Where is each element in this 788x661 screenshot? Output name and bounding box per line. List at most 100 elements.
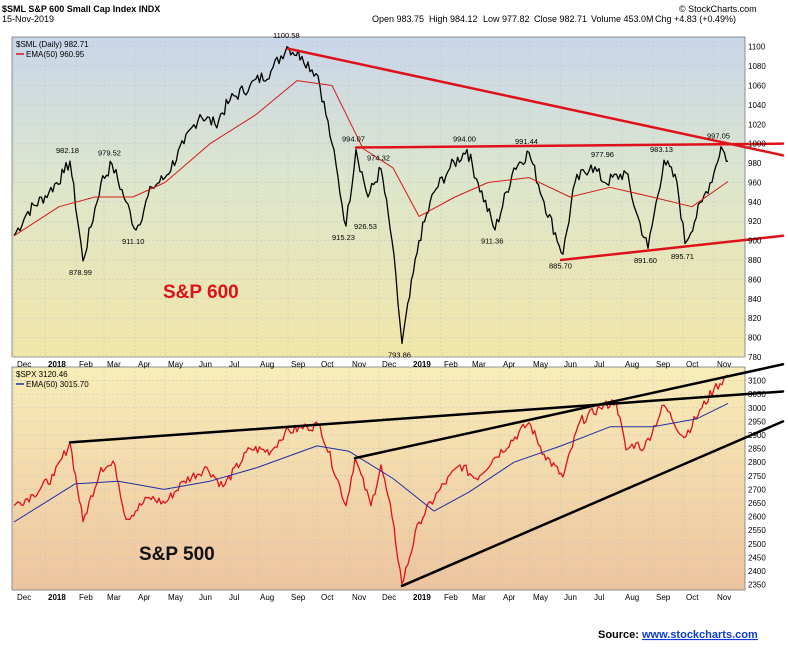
x-tick-label: Jul (229, 360, 239, 369)
y-tick-label: 3050 (748, 390, 766, 399)
y-tick-label: 2650 (748, 499, 766, 508)
price-annotation: 885.70 (549, 262, 572, 271)
bottom-trendlines (68, 363, 785, 588)
y-tick-label: 1000 (748, 140, 766, 149)
y-tick-label: 900 (748, 237, 762, 246)
x-tick-label: 2019 (413, 360, 431, 369)
x-tick-label: Oct (686, 360, 699, 369)
quote-change: Chg +4.83 (+0.49%) (655, 14, 736, 24)
x-tick-label: Apr (138, 593, 151, 602)
x-tick-label: Apr (503, 593, 516, 602)
y-tick-label: 3000 (748, 404, 766, 413)
y-tick-label: 980 (748, 159, 762, 168)
sp500-label: S&P 500 (139, 544, 215, 565)
x-tick-label: May (168, 593, 183, 602)
bottom-x-axis: Dec 2018 Feb Mar Apr May Jun Jul Aug Sep Oct Nov Dec… (17, 593, 731, 602)
price-annotation: 793.86 (388, 351, 411, 360)
y-tick-label: 840 (748, 295, 762, 304)
x-tick-label: May (168, 360, 183, 369)
quote-volume: Volume 453.0M (591, 14, 654, 24)
x-tick-label: Jul (594, 360, 604, 369)
price-series-line (13, 374, 729, 585)
source-link[interactable]: www.stockcharts.com (641, 629, 758, 641)
x-tick-label: Nov (352, 593, 366, 602)
x-tick-label: Aug (260, 593, 274, 602)
x-tick-label: 2018 (48, 593, 66, 602)
x-tick-label: Sep (291, 593, 306, 602)
x-tick-label: Jun (564, 360, 577, 369)
x-tick-label: Feb (79, 360, 93, 369)
stockcharts-credit: © StockCharts.com (679, 4, 757, 14)
x-tick-label: Jun (199, 360, 212, 369)
trendline (286, 47, 785, 157)
y-tick-label: 1020 (748, 120, 766, 129)
x-tick-label: Jun (199, 593, 212, 602)
x-tick-label: May (533, 593, 548, 602)
bottom-y-axis: 2350 2400 2450 2500 2550 2600 2650 2700 2750 2800… (748, 377, 766, 590)
y-tick-label: 2950 (748, 417, 766, 426)
x-tick-label: Aug (625, 593, 639, 602)
trendline (354, 142, 785, 149)
x-tick-label: Mar (472, 593, 486, 602)
x-tick-label: Nov (717, 360, 731, 369)
top-y-axis: 780 800 820 840 860 880 900 920 940 960 980 1000 102… (748, 43, 766, 362)
x-tick-label: Feb (444, 360, 458, 369)
x-tick-label: Apr (138, 360, 151, 369)
chart-title: $SML S&P 600 Small Cap Index INDX (2, 4, 160, 14)
x-tick-label: Dec (382, 593, 396, 602)
x-tick-label: Aug (260, 360, 274, 369)
top-series (13, 46, 729, 345)
x-tick-label: Sep (656, 593, 671, 602)
price-annotation: 994.07 (342, 134, 365, 143)
x-tick-label: Sep (291, 360, 306, 369)
x-tick-label: 2018 (48, 360, 66, 369)
price-annotation: 977.96 (591, 150, 614, 159)
y-tick-label: 2900 (748, 431, 766, 440)
chart-date: 15-Nov-2019 (2, 14, 54, 24)
price-annotation: 891.60 (634, 256, 657, 265)
price-annotation: 926.53 (354, 222, 377, 231)
quote-low: Low 977.82 (483, 14, 530, 24)
x-tick-label: Mar (107, 360, 121, 369)
y-tick-label: 2750 (748, 472, 766, 481)
x-tick-label: Sep (656, 360, 671, 369)
top-legend-ema: EMA(50) 960.95 (26, 50, 85, 59)
x-tick-label: May (533, 360, 548, 369)
price-annotation: 983.13 (650, 145, 673, 154)
trendline (353, 363, 785, 460)
x-tick-label: Oct (686, 593, 699, 602)
x-tick-label: Feb (79, 593, 93, 602)
y-tick-label: 1080 (748, 62, 766, 71)
x-tick-label: Oct (321, 593, 334, 602)
price-annotation: 1100.58 (273, 31, 300, 40)
x-tick-label: Apr (503, 360, 516, 369)
quote-high: High 984.12 (429, 14, 478, 24)
y-tick-label: 2400 (748, 567, 766, 576)
y-tick-label: 2350 (748, 581, 766, 590)
x-tick-label: Jul (594, 593, 604, 602)
bottom-series (13, 374, 729, 585)
x-tick-label: Aug (625, 360, 639, 369)
y-tick-label: 800 (748, 334, 762, 343)
y-tick-label: 3100 (748, 377, 766, 386)
y-tick-label: 780 (748, 353, 762, 362)
y-tick-label: 940 (748, 198, 762, 207)
price-annotation: 997.05 (707, 132, 730, 141)
source-label: Source: (598, 629, 639, 641)
trendline (400, 420, 785, 588)
trendline (559, 234, 785, 262)
quote-open: Open 983.75 (372, 14, 424, 24)
price-annotation: 974.32 (367, 154, 390, 163)
y-tick-label: 880 (748, 256, 762, 265)
y-tick-label: 1040 (748, 101, 766, 110)
price-annotation: 915.23 (332, 233, 355, 242)
price-annotation: 911.36 (481, 237, 503, 246)
x-tick-label: Dec (382, 360, 396, 369)
top-legend-price: $SML (Daily) 982.71 (16, 40, 89, 49)
y-tick-label: 920 (748, 217, 762, 226)
y-tick-label: 1100 (748, 43, 766, 52)
bottom-legend-price: $SPX 3120.46 (16, 370, 68, 379)
price-series-line (13, 46, 729, 345)
ema-series-line (13, 402, 729, 523)
x-tick-label: Jul (229, 593, 239, 602)
